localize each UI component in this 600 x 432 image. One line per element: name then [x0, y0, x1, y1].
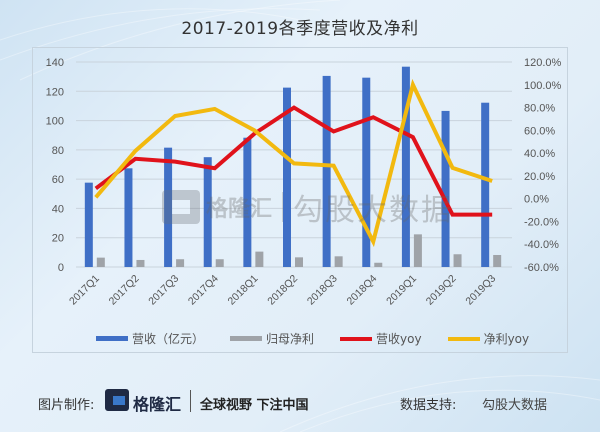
legend-item-revenue: 营收（亿元） [96, 330, 204, 347]
legend-item-profit-yoy: 净利yoy [447, 330, 530, 347]
y-left-tick: 60 [52, 174, 64, 186]
bar-revenue [84, 182, 93, 267]
x-category-label: 2018Q3 [305, 273, 340, 308]
bar-revenue [164, 147, 173, 267]
x-category-label: 2019Q2 [424, 273, 459, 308]
watermark: 格隆汇 勾股大数据 [162, 185, 453, 229]
watermark-brand: 格隆汇 [206, 197, 273, 222]
watermark-text: 勾股大数据 [293, 193, 454, 228]
brand-logo-icon [105, 389, 129, 411]
bar-net-profit [334, 256, 343, 267]
y-left-tick: 0 [58, 262, 64, 274]
bar-net-profit [493, 254, 502, 267]
bar-net-profit [413, 234, 422, 267]
y-left-tick: 80 [52, 145, 64, 157]
y-right-tick: 60.0% [524, 125, 555, 137]
x-category-label: 2017Q3 [146, 273, 181, 308]
watermark-divider [282, 192, 284, 222]
y-right-tick: -20.0% [524, 216, 559, 228]
legend-label: 净利yoy [483, 332, 530, 346]
brand-name: 格隆汇 [133, 395, 182, 414]
chart-title: 2017-2019各季度营收及净利 [181, 19, 419, 39]
legend-swatch-revenue [96, 336, 128, 341]
x-category-label: 2017Q1 [67, 273, 102, 308]
y-left-tick: 140 [46, 57, 64, 69]
bar-net-profit [96, 257, 105, 267]
bar-net-profit [255, 251, 264, 267]
legend-label: 归母净利 [266, 332, 315, 346]
legend-item-revenue-yoy: 营收yoy [340, 330, 422, 347]
plot-frame [32, 47, 568, 353]
x-category-label: 2018Q2 [265, 273, 300, 308]
legend-item-net-profit: 归母净利 [230, 330, 314, 347]
watermark-logo-icon [162, 190, 200, 224]
x-category-label: 2019Q3 [463, 273, 498, 308]
line-profit-yoy [94, 78, 493, 248]
x-category-label: 2017Q2 [107, 273, 142, 308]
line-revenue-yoy [94, 105, 493, 217]
bar-revenue [283, 87, 291, 267]
legend-label: 营收（亿元） [132, 332, 205, 346]
x-category-label: 2018Q4 [344, 273, 379, 308]
legend: 营收（亿元） 归母净利 营收yoy 净利yoy [96, 330, 555, 347]
legend-swatch-revenue-yoy [340, 336, 373, 341]
bar-net-profit [374, 262, 383, 267]
legend-swatch-net-profit [230, 336, 263, 341]
y-right-tick: 20.0% [524, 171, 555, 183]
y-right-tick: 100.0% [524, 80, 562, 92]
y-left-tick: 40 [52, 203, 64, 215]
bar-net-profit [136, 259, 145, 267]
x-category-label: 2019Q1 [384, 273, 419, 308]
y-left-tick: 100 [46, 116, 64, 128]
x-category-label: 2018Q1 [226, 273, 261, 308]
bar-net-profit [295, 257, 303, 267]
bar-revenue [401, 66, 410, 267]
bar-revenue [481, 102, 490, 267]
bar-revenue [441, 110, 450, 268]
bar-revenue [124, 168, 133, 267]
bar-revenue [203, 157, 212, 267]
y-right-tick: 120.0% [524, 57, 562, 69]
bar-net-profit [453, 254, 462, 267]
made-by-label: 图片制作: [38, 398, 95, 413]
y-left-tick: 120 [46, 86, 64, 98]
bar-revenue [322, 75, 331, 268]
footer: 图片制作: 格隆汇 全球视野 下注中国 数据支持: 勾股大数据 [0, 380, 600, 420]
y-right-tick: 0.0% [524, 194, 549, 206]
bar-revenue [362, 77, 371, 268]
brand-slogan: 全球视野 下注中国 [200, 398, 309, 413]
legend-swatch-profit-yoy [447, 336, 480, 341]
bar-net-profit [176, 259, 185, 267]
footer-divider [190, 390, 191, 412]
y-left-tick: 20 [52, 233, 64, 245]
y-right-tick: 80.0% [524, 103, 555, 115]
y-right-tick: -60.0% [524, 262, 559, 274]
legend-label: 营收yoy [376, 332, 422, 346]
y-right-tick: 40.0% [524, 148, 555, 160]
bar-net-profit [215, 259, 224, 267]
x-category-label: 2017Q4 [186, 273, 221, 308]
data-support-label: 数据支持: [400, 398, 457, 413]
data-support-value: 勾股大数据 [482, 398, 548, 413]
bar-revenue [243, 137, 252, 267]
y-right-tick: -40.0% [524, 239, 559, 251]
